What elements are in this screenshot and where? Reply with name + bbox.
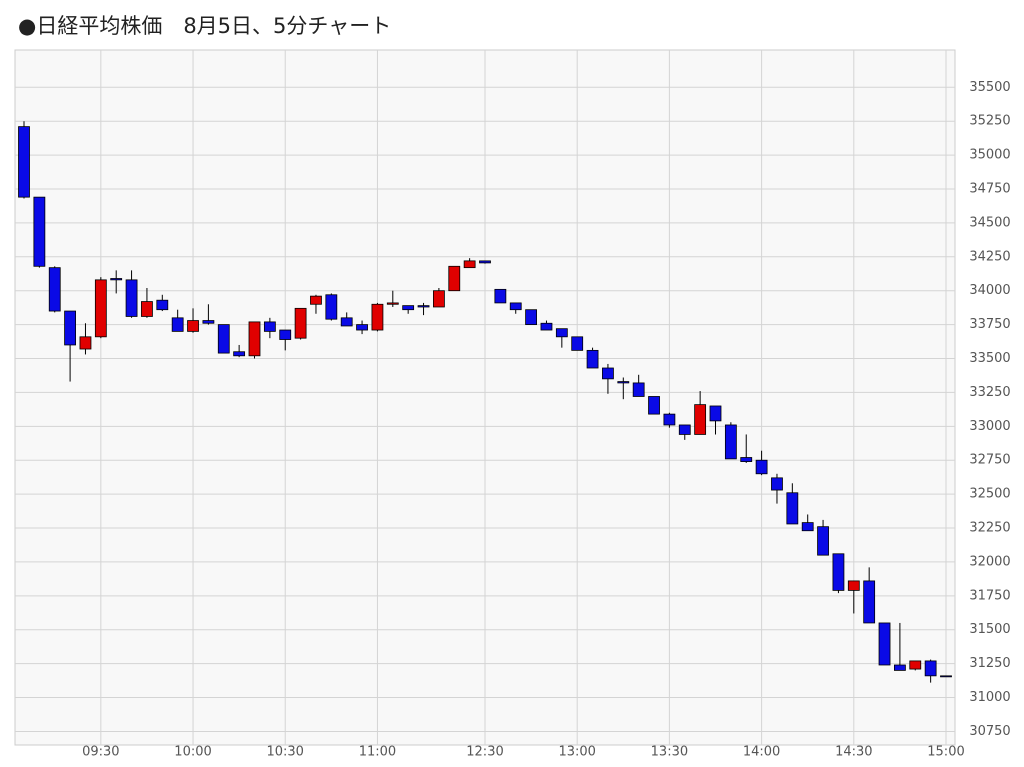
candle-body (64, 310, 76, 346)
x-tick-label: 10:00 (174, 745, 211, 760)
candle-body (786, 492, 799, 525)
y-tick-label: 32500 (969, 487, 1010, 502)
candle-body (694, 404, 707, 435)
y-tick-label: 30750 (969, 724, 1010, 739)
candle-body (432, 290, 445, 308)
candle-body (233, 351, 246, 357)
candle-body (18, 126, 30, 198)
candle-body (217, 324, 230, 354)
candle-body (171, 317, 184, 332)
candle-body (740, 457, 753, 462)
x-tick-label: 14:30 (835, 745, 872, 760)
candle-body (817, 526, 829, 556)
y-tick-label: 34750 (969, 182, 1010, 197)
candle-body (386, 302, 399, 305)
candle-body (878, 622, 891, 666)
candle-body (709, 405, 722, 422)
candle-body (847, 580, 860, 591)
candle-body (187, 320, 199, 332)
candle-body (402, 305, 415, 311)
y-tick-label: 34500 (969, 215, 1010, 230)
candle-body (279, 329, 292, 340)
x-tick-label: 15:00 (927, 745, 964, 760)
x-tick-label: 14:00 (743, 745, 780, 760)
x-tick-label: 10:30 (266, 745, 303, 760)
candle-body (356, 324, 368, 331)
candle-body (602, 367, 614, 380)
candle-body (156, 299, 169, 311)
candle-body (525, 309, 537, 326)
candle-body (571, 336, 584, 351)
candle-body (248, 321, 261, 357)
y-tick-label: 31750 (969, 588, 1010, 603)
y-tick-label: 32750 (969, 453, 1010, 468)
chart-title: ●日経平均株価 8月5日、5分チャート (18, 14, 391, 38)
candle-body (771, 477, 783, 491)
candle-body (540, 322, 553, 331)
x-tick-label: 12:30 (466, 745, 503, 760)
candle-body (263, 321, 276, 332)
candle-body (909, 660, 922, 670)
candle-body (141, 301, 153, 317)
y-tick-label: 32000 (969, 554, 1010, 569)
candle-body (417, 305, 430, 308)
candle-body (832, 553, 845, 591)
candle-body (801, 522, 814, 532)
candle-body (294, 307, 307, 339)
candle-body (371, 303, 384, 331)
x-tick-label: 13:00 (558, 745, 595, 760)
y-tick-label: 34250 (969, 249, 1010, 264)
candle-body (110, 278, 123, 281)
candle-body (924, 660, 937, 677)
candle-body (448, 265, 461, 292)
candle-body (494, 288, 507, 304)
candle-body (79, 336, 92, 350)
y-tick-label: 31500 (969, 622, 1010, 637)
candle-body (663, 413, 676, 426)
y-tick-label: 35000 (969, 148, 1010, 163)
candle-body (586, 349, 599, 369)
candle-body (555, 328, 568, 338)
candle-body (94, 279, 107, 338)
y-tick-label: 31250 (969, 656, 1010, 671)
candle-body (648, 396, 660, 415)
candle-body (678, 424, 691, 435)
candle-body (863, 580, 876, 624)
candle-body (617, 381, 630, 384)
y-tick-label: 35500 (969, 80, 1010, 95)
candle-body (940, 675, 952, 678)
candle-body (632, 382, 645, 397)
candle-body (202, 320, 215, 324)
y-tick-label: 33000 (969, 419, 1010, 434)
x-tick-label: 11:00 (359, 745, 396, 760)
candle-body (325, 294, 338, 320)
y-tick-label: 34000 (969, 283, 1010, 298)
x-tick-label: 09:30 (82, 745, 119, 760)
candle-body (479, 260, 491, 264)
candle-body (894, 664, 906, 671)
candle-body (125, 279, 138, 317)
candle-body (509, 302, 522, 311)
y-tick-label: 35250 (969, 114, 1010, 129)
candle-body (48, 267, 61, 312)
y-tick-label: 32250 (969, 521, 1010, 536)
candle-body (724, 424, 737, 460)
y-tick-label: 33750 (969, 317, 1010, 332)
x-tick-label: 13:30 (651, 745, 688, 760)
y-tick-label: 33500 (969, 351, 1010, 366)
candle-body (340, 317, 353, 327)
y-tick-label: 31000 (969, 690, 1010, 705)
candle-body (755, 459, 768, 475)
candle-body (310, 295, 322, 305)
candle-body (33, 196, 46, 267)
candle-body (463, 260, 476, 269)
y-tick-label: 33250 (969, 385, 1010, 400)
